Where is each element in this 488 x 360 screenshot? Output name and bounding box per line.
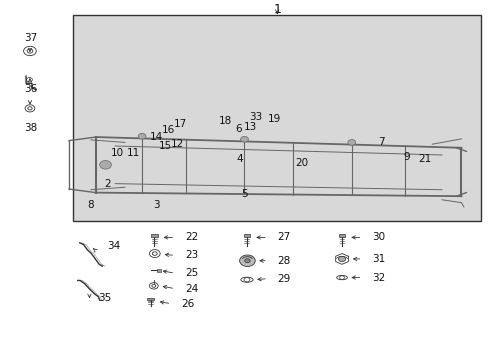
- Text: 29: 29: [277, 274, 290, 284]
- Text: 21: 21: [417, 154, 430, 163]
- Text: 13: 13: [244, 122, 257, 132]
- Bar: [243, 234, 250, 237]
- Text: 27: 27: [277, 233, 290, 242]
- Text: 24: 24: [184, 284, 198, 294]
- Text: 20: 20: [295, 158, 308, 168]
- Text: 26: 26: [181, 299, 194, 309]
- Circle shape: [239, 255, 255, 266]
- Text: 14: 14: [150, 132, 163, 142]
- Bar: [338, 234, 345, 237]
- Text: 7: 7: [377, 138, 384, 148]
- Text: 23: 23: [184, 250, 198, 260]
- Text: 25: 25: [184, 268, 198, 278]
- Text: 22: 22: [184, 233, 198, 242]
- Text: 8: 8: [87, 200, 94, 210]
- Text: 1: 1: [273, 3, 281, 15]
- Circle shape: [338, 256, 345, 262]
- Text: 34: 34: [107, 242, 120, 251]
- Text: 12: 12: [170, 139, 183, 149]
- Circle shape: [244, 259, 250, 263]
- Text: 17: 17: [173, 120, 186, 130]
- Text: 9: 9: [402, 152, 409, 162]
- Text: 33: 33: [248, 112, 262, 122]
- Text: 4: 4: [236, 154, 243, 163]
- Text: 11: 11: [126, 148, 140, 158]
- Text: 16: 16: [162, 125, 175, 135]
- Text: 32: 32: [371, 273, 385, 283]
- Bar: [147, 298, 154, 300]
- Circle shape: [138, 134, 146, 139]
- Text: 28: 28: [277, 256, 290, 266]
- Text: 38: 38: [24, 123, 38, 133]
- Text: 35: 35: [98, 293, 111, 303]
- Text: 10: 10: [111, 148, 124, 158]
- Circle shape: [100, 161, 111, 169]
- Text: 6: 6: [235, 124, 242, 134]
- Text: 18: 18: [218, 116, 231, 126]
- Text: 3: 3: [153, 200, 160, 210]
- Text: 31: 31: [371, 254, 385, 264]
- Bar: [157, 269, 160, 272]
- Text: 2: 2: [104, 179, 111, 189]
- Bar: [73, 15, 481, 221]
- Text: 36: 36: [24, 84, 38, 94]
- Text: 5: 5: [241, 189, 247, 199]
- Text: 30: 30: [371, 233, 385, 242]
- Text: 19: 19: [267, 114, 281, 124]
- Bar: [151, 234, 158, 237]
- Circle shape: [240, 136, 248, 142]
- Text: 37: 37: [24, 33, 38, 44]
- Circle shape: [347, 140, 355, 145]
- Text: 15: 15: [159, 141, 172, 151]
